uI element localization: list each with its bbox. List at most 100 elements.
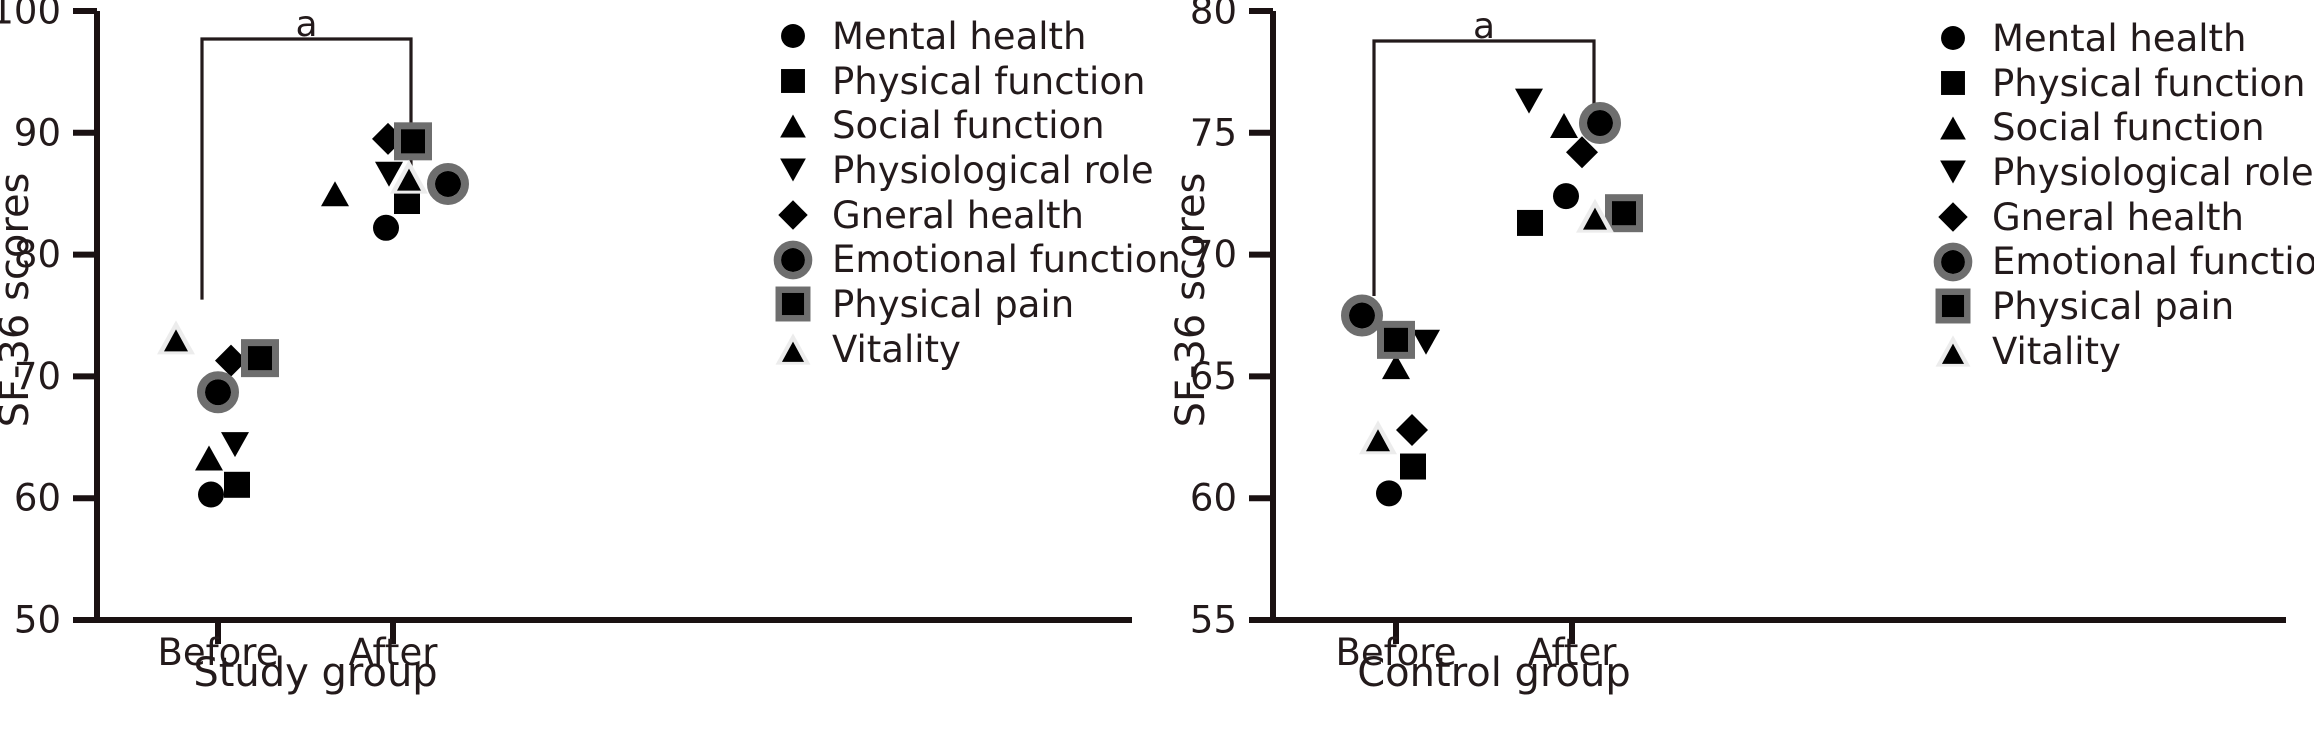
datapoint-legend-circle-ring [1933, 242, 1973, 282]
gray-ring-square-icon [770, 282, 816, 326]
datapoint-control-after-physical-function [1517, 209, 1543, 236]
y-axis-tick-label: 80 [14, 233, 61, 276]
filled-triangle-down-icon [1930, 150, 1976, 194]
legend-item-vitality[interactable]: Vitality [1930, 329, 2314, 374]
legend-item-gneral-health[interactable]: Gneral health [770, 193, 1181, 238]
datapoint-study-after-emotional-function [427, 162, 469, 205]
datapoint-legend-diamond [1938, 202, 1968, 232]
datapoint-study-after-physical-pain [394, 122, 432, 161]
y-axis-tick-label: 90 [14, 111, 61, 154]
y-axis-tick-label: 100 [0, 0, 61, 33]
datapoint-control-after-physiological-role [1515, 88, 1543, 114]
legend-item-label: Physical pain [1992, 284, 2235, 328]
datapoint-study-after-social-function [321, 181, 349, 207]
y-axis-tick-label: 75 [1190, 111, 1237, 154]
datapoint-control-before-emotional-function [1341, 294, 1383, 337]
datapoint-study-after-mental-health [373, 214, 399, 241]
datapoint-legend-square-ring [1935, 288, 1971, 324]
legend-item-gneral-health[interactable]: Gneral health [1930, 195, 2314, 240]
datapoint-legend-triangle-halo [775, 333, 811, 365]
datapoint-legend-triangle-up [1940, 116, 1966, 140]
light-halo-triangle-icon [770, 327, 816, 371]
legend-study-group: Mental health Physical function Social fun… [770, 14, 1181, 372]
legend-item-label: Physiological role [1992, 150, 2314, 194]
legend-item-mental-health[interactable]: Mental health [770, 14, 1181, 59]
filled-triangle-up-icon [1930, 106, 1976, 150]
filled-circle-icon [770, 14, 816, 58]
legend-item-physical-pain[interactable]: Physical pain [770, 282, 1181, 327]
legend-item-label: Vitality [1992, 329, 2121, 373]
datapoint-legend-triangle-halo [1935, 335, 1971, 367]
datapoint-study-before-mental-health [198, 481, 224, 508]
filled-circle-icon [1930, 16, 1976, 60]
legend-item-physiological-role[interactable]: Physiological role [770, 148, 1181, 193]
panel-control-group: 55 60 65 70 75 80 Before After Control group SF-3… [1160, 0, 2314, 746]
legend-item-social-function[interactable]: Social function [770, 103, 1181, 148]
legend-item-physical-pain[interactable]: Physical pain [1930, 284, 2314, 329]
legend-item-emotional-function[interactable]: Emotional function [1930, 239, 2314, 284]
legend-item-label: Gneral health [832, 193, 1084, 237]
significance-bracket [200, 37, 413, 300]
x-axis-category-label: After [349, 631, 439, 674]
filled-diamond-icon [1930, 195, 1976, 239]
datapoint-legend-square [781, 69, 805, 93]
datapoint-study-after-physiological-role [375, 161, 403, 187]
datapoint-control-after-social-function [1550, 112, 1578, 138]
datapoint-study-before-social-function [195, 445, 223, 471]
datapoint-legend-circle [1941, 26, 1965, 51]
significance-label: a [1473, 6, 1495, 47]
gray-ring-circle-icon [770, 238, 816, 282]
filled-square-icon [1930, 61, 1976, 105]
filled-triangle-up-icon [770, 104, 816, 148]
datapoint-study-after-vitality [390, 159, 428, 194]
datapoint-study-before-physiological-role [221, 432, 249, 458]
datapoint-legend-circle [781, 24, 805, 49]
legend-item-label: Mental health [1992, 16, 2247, 60]
legend-item-emotional-function[interactable]: Emotional function [770, 237, 1181, 282]
legend-item-label: Vitality [832, 327, 961, 371]
legend-control-group: Mental health Physical function Social fun… [1930, 16, 2314, 374]
legend-item-physical-function[interactable]: Physical function [770, 59, 1181, 104]
datapoint-control-after-gneral-health [1566, 136, 1598, 169]
legend-item-label: Gneral health [1992, 195, 2244, 239]
y-axis-tick-label: 70 [14, 355, 61, 398]
legend-item-label: Emotional function [1992, 240, 2314, 284]
datapoint-control-before-physical-function [1400, 453, 1426, 480]
y-axis-tick-label: 80 [1190, 0, 1237, 33]
legend-item-label: Social function [1992, 106, 2265, 150]
datapoint-study-before-vitality [157, 320, 195, 355]
datapoint-legend-square-ring [775, 286, 811, 322]
datapoint-legend-triangle-down [1940, 160, 1966, 184]
x-axis-category-label: Before [158, 631, 279, 674]
datapoint-legend-square [1941, 71, 1965, 95]
y-axis-tick-label: 55 [1190, 599, 1237, 642]
legend-item-physical-function[interactable]: Physical function [1930, 61, 2314, 106]
x-axis-category-label: Before [1336, 631, 1457, 674]
significance-label: a [295, 4, 317, 45]
datapoint-control-after-vitality [1576, 198, 1614, 233]
legend-item-mental-health[interactable]: Mental health [1930, 16, 2314, 61]
filled-triangle-down-icon [770, 148, 816, 192]
datapoint-legend-diamond [778, 200, 808, 230]
datapoint-control-before-physiological-role [1412, 329, 1440, 355]
legend-item-label: Physiological role [832, 148, 1154, 192]
y-axis-title: SF-36 scores [0, 173, 38, 428]
legend-item-vitality[interactable]: Vitality [770, 327, 1181, 372]
y-axis-tick-label: 70 [1190, 233, 1237, 276]
panel-study-group: 50 60 70 80 90 100 Before After Study group SF-36… [0, 0, 1132, 696]
datapoint-legend-triangle-down [780, 158, 806, 182]
gray-ring-square-icon [1930, 284, 1976, 328]
legend-item-social-function[interactable]: Social function [1930, 105, 2314, 150]
datapoint-study-before-gneral-health [215, 344, 247, 377]
significance-bracket [1372, 39, 1596, 297]
x-axis-title: Control group [1357, 650, 1630, 696]
x-axis-category-label: After [1528, 631, 1618, 674]
gray-ring-circle-icon [1930, 240, 1976, 284]
legend-item-physiological-role[interactable]: Physiological role [1930, 150, 2314, 195]
datapoint-control-before-vitality [1359, 420, 1397, 455]
datapoint-control-after-mental-health [1553, 183, 1579, 210]
y-axis-tick-label: 65 [1190, 355, 1237, 398]
